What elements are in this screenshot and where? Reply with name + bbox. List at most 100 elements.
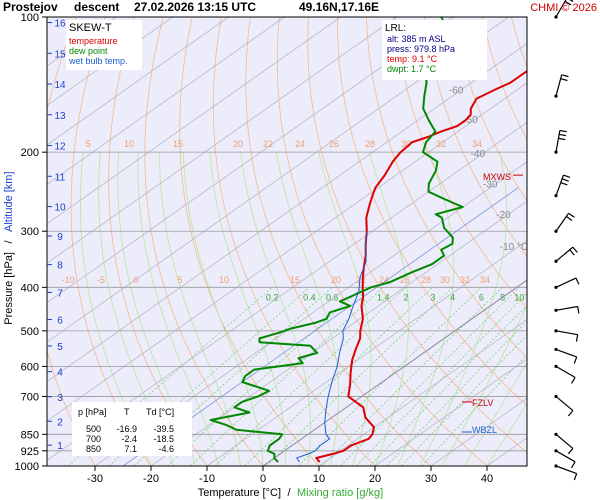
isotherm (47, 42, 527, 382)
theta-label: 26 (329, 139, 339, 149)
pressure-tick-label: 1000 (15, 461, 39, 473)
axis-layer: 1002003004005006007008509251000123456789… (15, 12, 494, 485)
wind-barb-flag (559, 129, 567, 133)
wind-barb-flag (569, 249, 575, 256)
isotherm (47, 17, 173, 106)
temperature-tick-label: -30 (87, 473, 103, 485)
isotherm (47, 17, 509, 343)
table-cell: -4.6 (158, 444, 174, 454)
header-datetime: 27.02.2026 13:15 UTC (134, 0, 256, 14)
y-axis-title: Pressure [hPa] / Altitude [km] (3, 171, 15, 324)
wind-barb-shaft (555, 450, 576, 463)
altitude-tick-label: 4 (57, 368, 63, 379)
header-phase: descent (74, 0, 119, 14)
x-axis-title: Temperature [°C] / Mixing ratio [g/kg] (198, 487, 383, 499)
isotherm (47, 121, 527, 461)
wind-barb-flag (575, 334, 579, 342)
pressure-tick-label: 300 (21, 226, 39, 238)
theta-label: 32 (436, 139, 446, 149)
altitude-tick-label: 5 (57, 342, 63, 353)
pressure-tick-label: 925 (21, 446, 39, 458)
wind-barb-flag (560, 78, 568, 82)
plot-background (47, 17, 527, 466)
wbzl-label: WBZL (472, 425, 497, 435)
wind-barb-shaft (555, 365, 576, 378)
dry-adiabat (452, 17, 527, 202)
legend: SKEW-T temperature dew point wet bulb te… (66, 20, 142, 70)
lrl-background (382, 20, 487, 80)
mixing-ratio-label: 0.4 (303, 292, 316, 302)
mixing-ratio-label: 2 (403, 292, 408, 302)
wind-barb-background (530, 17, 600, 466)
isotherm (47, 82, 527, 422)
lrl-temperature: temp: 9.1 °C (387, 54, 438, 64)
wind-barb-flag (563, 174, 571, 178)
wind-barb-shaft (555, 348, 577, 358)
theta-label: 20 (233, 139, 243, 149)
table-cell: -39.5 (153, 424, 174, 434)
wind-barb-shaft (555, 246, 574, 262)
isotherm (94, 161, 527, 466)
lrl-title: LRL: (385, 23, 406, 34)
temperature-tick-label: -10 (199, 473, 215, 485)
altitude-tick-label: 7 (57, 288, 63, 299)
theta-label: 34 (480, 275, 490, 285)
wind-barb-column (530, 0, 600, 481)
lrl-dewpoint: dwpt: 1.7 °C (387, 64, 437, 74)
theta-label: 22 (263, 139, 273, 149)
theta-label: 0 (133, 275, 138, 285)
wind-barb-flag (571, 461, 576, 469)
isotherm (206, 240, 527, 466)
altitude-tick-label: 9 (57, 232, 63, 243)
altitude-tick-label: 1 (57, 441, 63, 452)
wind-barb-flag (561, 74, 569, 78)
legend-box (66, 20, 142, 70)
altitude-tick-label: 15 (54, 49, 66, 60)
mxws-label: MXWS (483, 172, 511, 182)
theta-label: 10 (219, 275, 229, 285)
wind-barb-shaft (555, 74, 563, 97)
wind-barb-flag (572, 246, 578, 253)
pressure-tick-label: 400 (21, 282, 39, 294)
table-cell: 500 (86, 424, 101, 434)
pressure-tick-label: 500 (21, 326, 39, 338)
dry-adiabat (365, 17, 527, 359)
legend-title: SKEW-T (69, 22, 112, 34)
temperature-tick-label: 30 (425, 473, 437, 485)
altitude-tick-label: 10 (54, 203, 66, 214)
x-axis-separator: / (287, 487, 291, 499)
table-cell: -18.5 (153, 434, 174, 444)
lrl-pressure: press: 979.8 hPa (387, 44, 455, 54)
level-table: p [hPa] T Td [°C] 500 -16.9 -39.5 700 -2… (72, 402, 192, 456)
table-cell: -2.4 (121, 434, 137, 444)
altitude-tick-label: 11 (55, 172, 66, 183)
pressure-tick-label: 600 (21, 361, 39, 373)
isotherm (47, 17, 453, 304)
theta-label: 32 (460, 275, 470, 285)
x-axis-label-secondary: Mixing ratio [g/kg] (297, 487, 383, 499)
mixing-ratio-label: 0.6 (326, 292, 339, 302)
wind-barb-shaft (555, 465, 577, 475)
wind-barb-shaft (555, 212, 570, 232)
isotherm (47, 17, 285, 185)
level-table-background (72, 402, 192, 456)
altitude-tick-label: 13 (54, 111, 66, 122)
isotherm (47, 17, 341, 225)
y-axis-label: Pressure [hPa] (3, 252, 15, 325)
mixing-ratio-label: 4 (450, 292, 455, 302)
temperature-tick-label: -20 (143, 473, 159, 485)
mixing-ratio-label: 1.4 (377, 292, 390, 302)
theta-label: 10 (124, 139, 134, 149)
wind-barb-flag (565, 215, 573, 221)
series-layer (209, 17, 527, 463)
y-axis-label-secondary: Altitude [km] (3, 171, 15, 232)
table-cell: 700 (86, 434, 101, 444)
mixing-ratio-label: 6 (479, 292, 484, 302)
wind-barb-flag (567, 448, 574, 455)
altitude-tick-label: 6 (57, 316, 63, 327)
wind-barb-shaft (555, 277, 577, 288)
table-header-td: Td [°C] (146, 407, 174, 417)
isotherm-label: -60 (449, 85, 464, 96)
wind-barb-flag (575, 277, 580, 285)
mixing-ratio-line (189, 287, 384, 466)
